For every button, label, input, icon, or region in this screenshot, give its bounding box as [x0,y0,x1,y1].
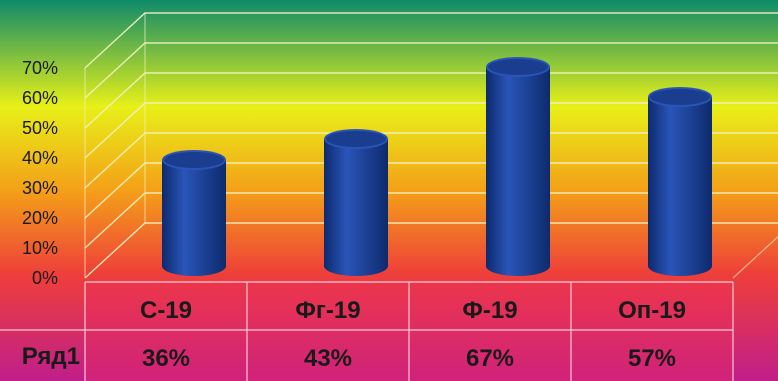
value-label: 43% [304,345,352,372]
y-tick-label: 20% [22,208,58,228]
y-axis: 0% 10% 20% 30% 40% 50% 60% 70% [22,58,58,288]
bar [162,150,226,276]
category-label: Фг-19 [295,297,360,324]
series-label: Ряд1 [22,343,80,370]
floor-right-edge [732,235,778,279]
bar [648,87,712,276]
bar [486,57,550,276]
gridlines [84,12,778,279]
data-table: Ряд1 С-19 36% Фг-19 43% Ф-19 67% Оп-19 57% [0,281,734,381]
y-tick-label: 30% [22,178,58,198]
y-tick-label: 70% [22,58,58,78]
bars [162,57,712,276]
y-tick-label: 60% [22,88,58,108]
value-label: 57% [628,345,676,372]
value-label: 67% [466,345,514,372]
y-tick-label: 50% [22,118,58,138]
y-tick-label: 0% [32,268,58,288]
category-label: С-19 [140,297,192,324]
y-tick-label: 10% [22,238,58,258]
category-label: Оп-19 [618,297,686,324]
bar [324,129,388,276]
value-label: 36% [142,345,190,372]
category-label: Ф-19 [462,297,517,324]
y-tick-label: 40% [22,148,58,168]
